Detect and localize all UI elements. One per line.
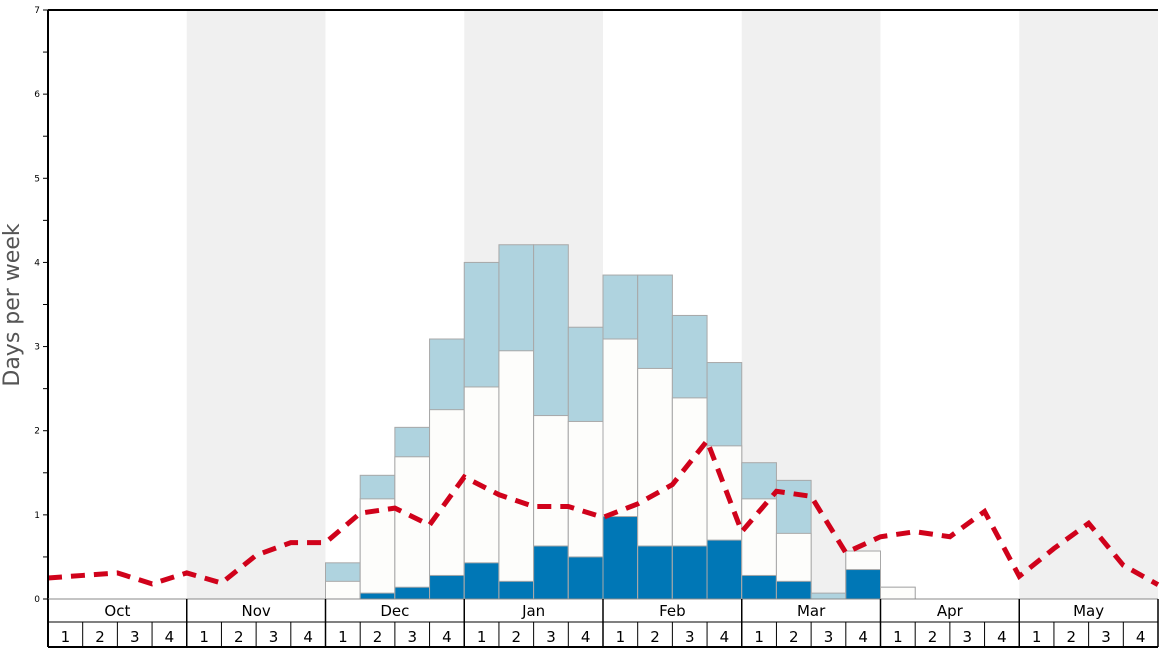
week-label: 2 <box>928 628 938 646</box>
y-tick-label: 0 <box>34 595 40 605</box>
week-label: 3 <box>1101 628 1111 646</box>
bar-white <box>498 350 535 600</box>
week-label: 3 <box>130 628 140 646</box>
month-label: Nov <box>241 602 270 620</box>
bar-dark <box>533 545 569 600</box>
y-axis-label: Days per week <box>0 223 25 386</box>
week-label: 1 <box>477 628 487 646</box>
month-shading <box>1019 10 1158 599</box>
month-label: Oct <box>104 602 130 620</box>
week-label: 2 <box>373 628 383 646</box>
week-label: 3 <box>269 628 279 646</box>
week-label: 4 <box>303 628 313 646</box>
week-label: 3 <box>407 628 417 646</box>
week-label: 1 <box>338 628 348 646</box>
week-label: 4 <box>442 628 452 646</box>
average-line <box>47 435 1160 587</box>
week-label: 2 <box>512 628 522 646</box>
week-label: 2 <box>789 628 799 646</box>
y-tick-label: 4 <box>34 258 40 268</box>
y-tick-label: 2 <box>34 427 40 437</box>
week-label: 2 <box>650 628 660 646</box>
y-tick-label: 5 <box>34 174 40 184</box>
bar-dark <box>706 539 743 600</box>
week-label: 4 <box>858 628 868 646</box>
y-tick-label: 3 <box>34 343 40 353</box>
bar-dark <box>602 516 639 600</box>
week-label: 4 <box>165 628 175 646</box>
week-label: 2 <box>1067 628 1077 646</box>
month-label: Apr <box>937 602 964 620</box>
month-label: Mar <box>797 602 826 620</box>
month-label: Dec <box>380 602 409 620</box>
y-tick-label: 6 <box>34 90 40 100</box>
month-label: Feb <box>659 602 686 620</box>
week-label: 4 <box>720 628 730 646</box>
month-shading <box>186 10 326 599</box>
month-label: May <box>1073 602 1104 620</box>
week-label: 3 <box>824 628 834 646</box>
week-label: 3 <box>962 628 972 646</box>
bar-dark <box>845 569 881 600</box>
week-label: 1 <box>199 628 209 646</box>
y-tick-label: 7 <box>34 6 40 16</box>
bar-dark <box>775 580 812 600</box>
week-label: 4 <box>581 628 591 646</box>
week-label: 1 <box>616 628 626 646</box>
week-label: 1 <box>1032 628 1042 646</box>
bar-dark <box>498 580 535 600</box>
week-label: 4 <box>997 628 1007 646</box>
week-label: 4 <box>1136 628 1146 646</box>
bar-dark <box>567 556 604 600</box>
week-label: 2 <box>95 628 105 646</box>
week-label: 3 <box>546 628 556 646</box>
week-label: 1 <box>61 628 71 646</box>
bar-white <box>880 586 916 600</box>
bar-white <box>394 456 431 600</box>
week-label: 3 <box>685 628 695 646</box>
week-label: 1 <box>893 628 903 646</box>
bar-dark <box>637 545 673 600</box>
y-tick-label: 1 <box>34 511 40 521</box>
bar-dark <box>394 586 431 600</box>
bar-dark <box>671 545 708 600</box>
bar-dark <box>741 574 777 600</box>
month-label: Jan <box>521 602 545 620</box>
week-label: 2 <box>234 628 244 646</box>
week-label: 1 <box>754 628 764 646</box>
bar-light <box>810 592 847 600</box>
bar-dark <box>463 562 500 600</box>
bar-white <box>325 580 361 600</box>
bar-dark <box>429 574 465 600</box>
bar-dark <box>359 592 396 600</box>
